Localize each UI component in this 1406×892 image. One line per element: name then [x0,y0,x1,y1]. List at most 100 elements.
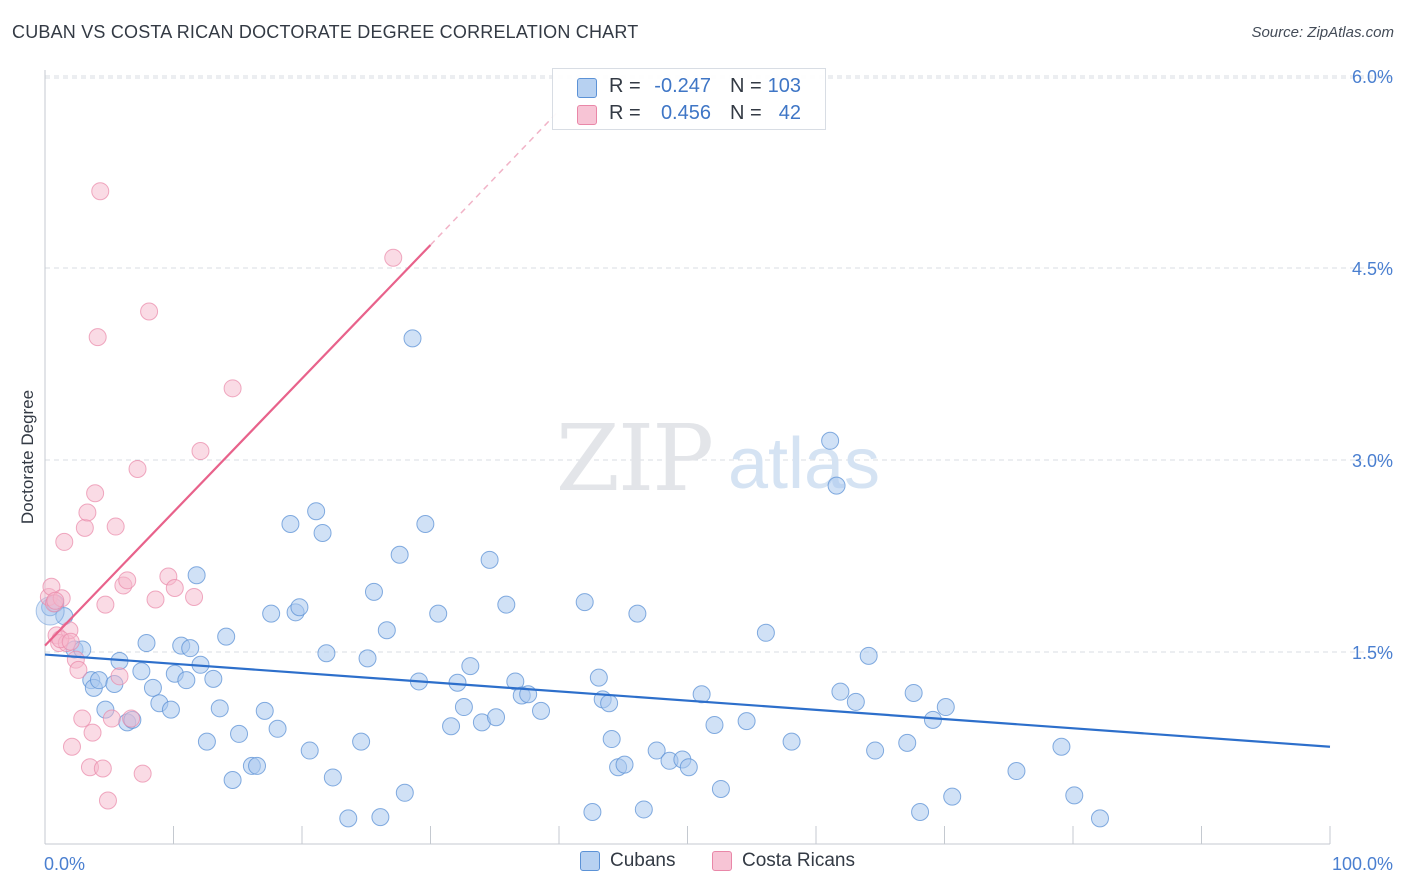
cuban-point [442,717,461,736]
cuban-point [300,741,319,760]
cuban-point [943,787,962,806]
cuban-point [904,683,923,702]
cuban-point [313,523,332,542]
cuban-point [575,593,594,612]
costa-rican-point [110,667,129,686]
watermark: ZIP atlas [556,405,880,512]
costa-rican-point [61,632,80,651]
cuban-point [480,550,499,569]
n-label: N = [730,102,762,124]
legend-item-cubans[interactable]: Cubans [580,850,676,872]
r-label: R = [609,102,641,124]
cuban-point [262,604,281,623]
cuban-point [859,646,878,665]
cuban-point [600,694,619,713]
legend-row-cubans: R = -0.247 N = 103 [553,73,825,100]
costa-rican-point [93,759,112,778]
correlation-legend: R = -0.247 N = 103 R = 0.456 N = 42 [552,68,826,130]
watermark-atlas: atlas [728,424,880,504]
cuban-point [352,732,371,751]
cuban-point [143,678,162,697]
cuban-point [161,700,180,719]
costa-rican-point [55,532,74,551]
series-legend: Cubans Costa Ricans [0,850,1406,880]
watermark-zip: ZIP [556,405,712,512]
costa-rican-point [62,737,81,756]
cuban-point [248,756,267,775]
r-label: R = [609,75,641,97]
n-value: 42 [778,102,801,124]
cuban-point [923,710,942,729]
y-tick-label: 6.0% [1352,67,1393,87]
costa-rican-point [128,459,147,478]
cuban-point [364,582,383,601]
gridlines [45,75,1392,653]
costa-rican-point [118,571,137,590]
cuban-point [217,627,236,646]
costa-ricans-swatch [577,105,597,125]
cuban-point [602,730,621,749]
cuban-point [782,732,801,751]
cuban-point [177,671,196,690]
cuban-point [846,692,865,711]
cuban-point [132,662,151,681]
costa-rican-point [86,484,105,503]
costa-ricans-trend-extension [429,110,560,246]
cubans-swatch [577,78,597,98]
cuban-point [615,755,634,774]
cubans-points [35,329,1109,828]
cuban-point [821,431,840,450]
cuban-point [197,732,216,751]
costa-rican-point [83,723,102,742]
costa-rican-point [102,709,121,728]
cubans-legend-swatch [580,851,600,871]
cuban-point [371,808,390,827]
cuban-point [711,779,730,798]
chart-title: CUBAN VS COSTA RICAN DOCTORATE DEGREE CO… [12,22,639,42]
cuban-point [255,701,274,720]
cuban-point [290,598,309,617]
y-axis-label: Doctorate Degree [18,390,37,524]
costa-rican-point [122,709,141,728]
cuban-point [137,634,156,653]
cuban-point [911,803,930,821]
costa-rican-point [185,587,204,606]
cuban-point [827,476,846,495]
costa-rican-point [384,248,403,267]
cuban-point [936,698,955,717]
cuban-point [181,639,200,658]
cuban-point [679,758,698,777]
cuban-point [395,783,414,802]
cubans-legend-label: Cubans [610,850,676,871]
cuban-point [377,621,396,640]
cuban-point [307,502,326,521]
cuban-point [487,708,506,727]
cuban-point [268,719,287,738]
cuban-point [223,771,242,789]
cuban-point [339,809,358,828]
cuban-point [1052,737,1071,756]
trend-lines [44,110,1331,748]
cuban-point [634,800,653,819]
cuban-point [416,515,435,533]
legend-row-costa-ricans: R = 0.456 N = 42 [553,100,825,127]
legend-item-costa-ricans[interactable]: Costa Ricans [712,850,855,872]
r-value: 0.456 [660,102,711,124]
costa-rican-point [140,302,159,321]
x-tick-label-max: 100.0% [1332,854,1393,874]
costa-rican-point [96,595,115,614]
source-label: Source: ZipAtlas.com [1251,24,1394,41]
cuban-point [230,724,249,743]
costa-rican-point [106,517,125,536]
cuban-point [89,671,108,690]
cuban-point [210,699,229,718]
cuban-point [756,623,775,642]
y-tick-label: 3.0% [1352,451,1393,471]
cuban-point [497,595,516,614]
axes [44,70,1331,845]
cuban-point [323,768,342,787]
cuban-point [705,715,724,734]
cuban-point [589,668,608,687]
cuban-point [454,698,473,717]
cuban-point [204,669,223,688]
